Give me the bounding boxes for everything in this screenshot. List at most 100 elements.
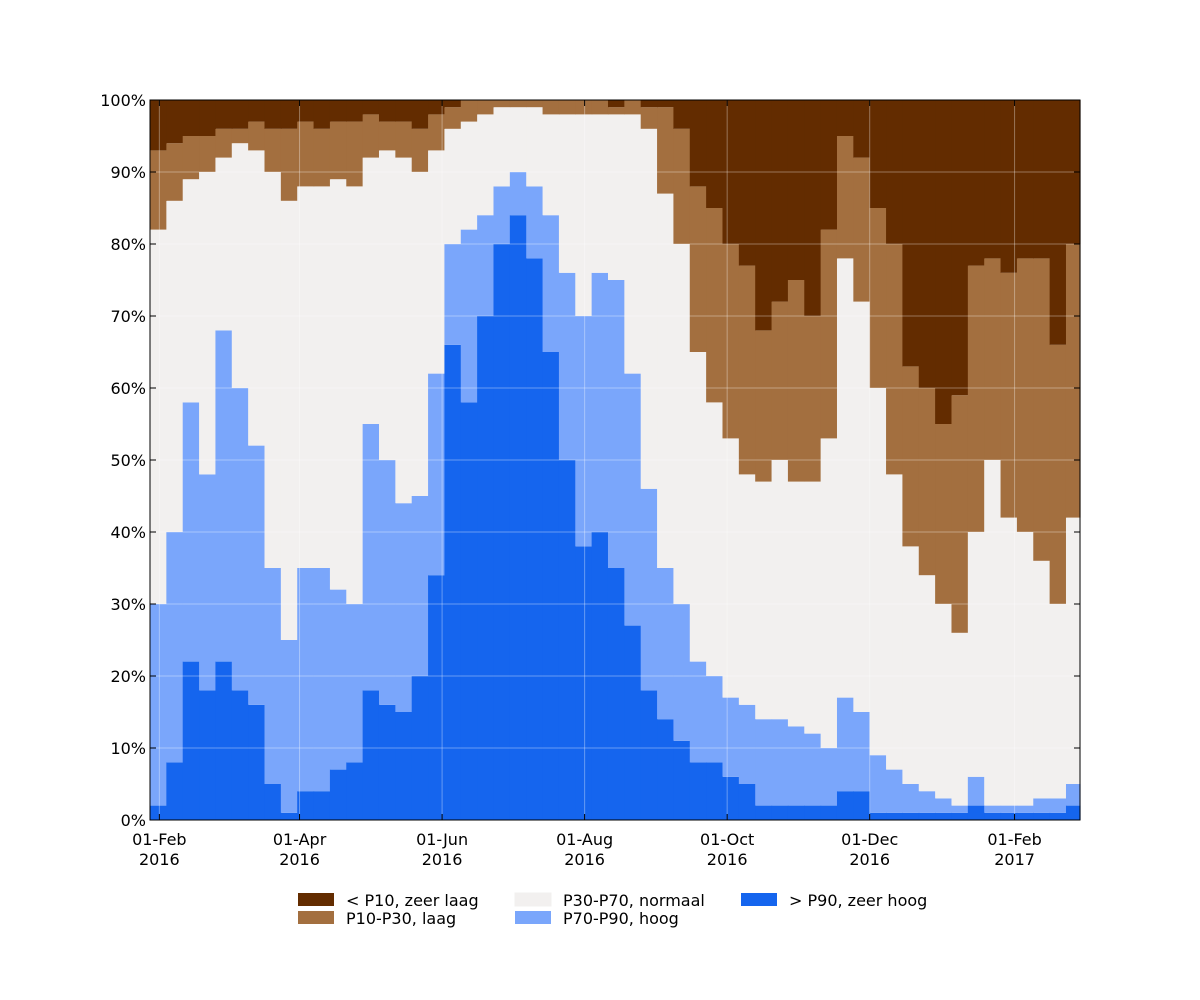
area-step bbox=[706, 762, 724, 820]
area-step bbox=[329, 121, 347, 180]
area-step bbox=[460, 100, 478, 122]
area-step bbox=[280, 812, 298, 820]
area-step bbox=[869, 812, 887, 820]
area-step bbox=[280, 200, 298, 641]
area-step bbox=[657, 193, 675, 568]
area-step bbox=[640, 107, 658, 129]
area-step bbox=[591, 532, 609, 820]
area-step bbox=[607, 100, 625, 108]
y-tick-label: 50% bbox=[110, 451, 146, 470]
area-step bbox=[657, 100, 675, 108]
area-step bbox=[787, 100, 805, 280]
plot-frame bbox=[149, 99, 1081, 821]
area-step bbox=[248, 100, 266, 122]
area-step bbox=[215, 330, 233, 662]
area-step bbox=[182, 100, 200, 136]
area-step bbox=[199, 690, 217, 820]
area-step bbox=[771, 805, 789, 820]
area-step bbox=[755, 100, 773, 331]
area-step bbox=[264, 784, 282, 820]
area-step bbox=[215, 157, 233, 331]
area-step bbox=[231, 128, 249, 144]
area-step bbox=[1016, 812, 1034, 820]
area-step bbox=[869, 388, 887, 756]
legend-swatch bbox=[515, 911, 551, 924]
area-step bbox=[886, 244, 904, 475]
area-step bbox=[853, 712, 871, 792]
legend-swatch bbox=[298, 911, 334, 924]
x-tick-label: 01-Feb 2017 bbox=[987, 830, 1041, 869]
area-step bbox=[297, 186, 315, 568]
area-step bbox=[722, 244, 740, 439]
area-step bbox=[1065, 805, 1081, 820]
area-step bbox=[329, 179, 347, 590]
area-step bbox=[935, 604, 953, 799]
area-step bbox=[836, 258, 854, 698]
area-step bbox=[362, 100, 380, 115]
area-step bbox=[558, 114, 576, 273]
area-step bbox=[738, 704, 756, 784]
area-step bbox=[264, 100, 282, 129]
area-step bbox=[755, 719, 773, 806]
area-step bbox=[542, 114, 560, 216]
legend-swatch bbox=[514, 892, 552, 907]
area-step bbox=[624, 373, 642, 626]
area-step bbox=[689, 100, 707, 187]
area-step bbox=[444, 128, 462, 244]
area-step bbox=[951, 632, 969, 806]
area-step bbox=[689, 661, 707, 763]
area-step bbox=[558, 100, 576, 115]
area-step bbox=[771, 719, 789, 806]
area-step bbox=[624, 100, 642, 115]
area-step bbox=[313, 128, 331, 187]
area-step bbox=[378, 460, 396, 705]
x-tick-label: 01-Jun 2016 bbox=[416, 830, 468, 869]
area-step bbox=[886, 769, 904, 813]
area-step bbox=[1065, 244, 1081, 518]
area-step bbox=[346, 121, 364, 187]
area-step bbox=[526, 258, 544, 820]
area-step bbox=[444, 244, 462, 345]
area-step bbox=[493, 244, 511, 820]
area-step bbox=[771, 460, 789, 720]
area-step bbox=[607, 280, 625, 568]
area-step bbox=[362, 690, 380, 820]
area-step bbox=[853, 301, 871, 712]
area-step bbox=[689, 186, 707, 352]
area-step bbox=[624, 625, 642, 820]
area-step bbox=[640, 100, 658, 108]
area-step bbox=[428, 114, 446, 151]
area-step bbox=[886, 474, 904, 770]
area-step bbox=[755, 330, 773, 482]
area-step bbox=[1016, 258, 1034, 532]
y-tick-label: 100% bbox=[100, 91, 146, 110]
area-step bbox=[313, 186, 331, 568]
y-tick-label: 10% bbox=[110, 739, 146, 758]
area-step bbox=[836, 697, 854, 792]
area-step bbox=[673, 128, 691, 244]
y-tick-label: 90% bbox=[110, 163, 146, 182]
y-tick-label: 40% bbox=[110, 523, 146, 542]
area-step bbox=[673, 100, 691, 129]
area-step bbox=[329, 100, 347, 122]
area-step bbox=[460, 402, 478, 820]
area-step bbox=[280, 128, 298, 201]
area-step bbox=[215, 100, 233, 129]
area-step bbox=[1033, 560, 1051, 799]
area-step bbox=[902, 784, 920, 813]
area-step bbox=[755, 481, 773, 720]
area-step bbox=[755, 805, 773, 820]
area-step bbox=[199, 172, 217, 475]
area-step bbox=[444, 107, 462, 129]
area-step bbox=[1049, 604, 1067, 799]
area-step bbox=[935, 424, 953, 604]
legend-label: P10-P30, laag bbox=[346, 909, 456, 928]
area-step bbox=[477, 114, 495, 216]
area-step bbox=[313, 568, 331, 792]
area-step bbox=[231, 388, 249, 691]
area-step bbox=[231, 143, 249, 388]
area-step bbox=[526, 107, 544, 187]
area-step bbox=[346, 604, 364, 763]
area-step bbox=[1000, 805, 1018, 813]
area-step bbox=[182, 179, 200, 403]
